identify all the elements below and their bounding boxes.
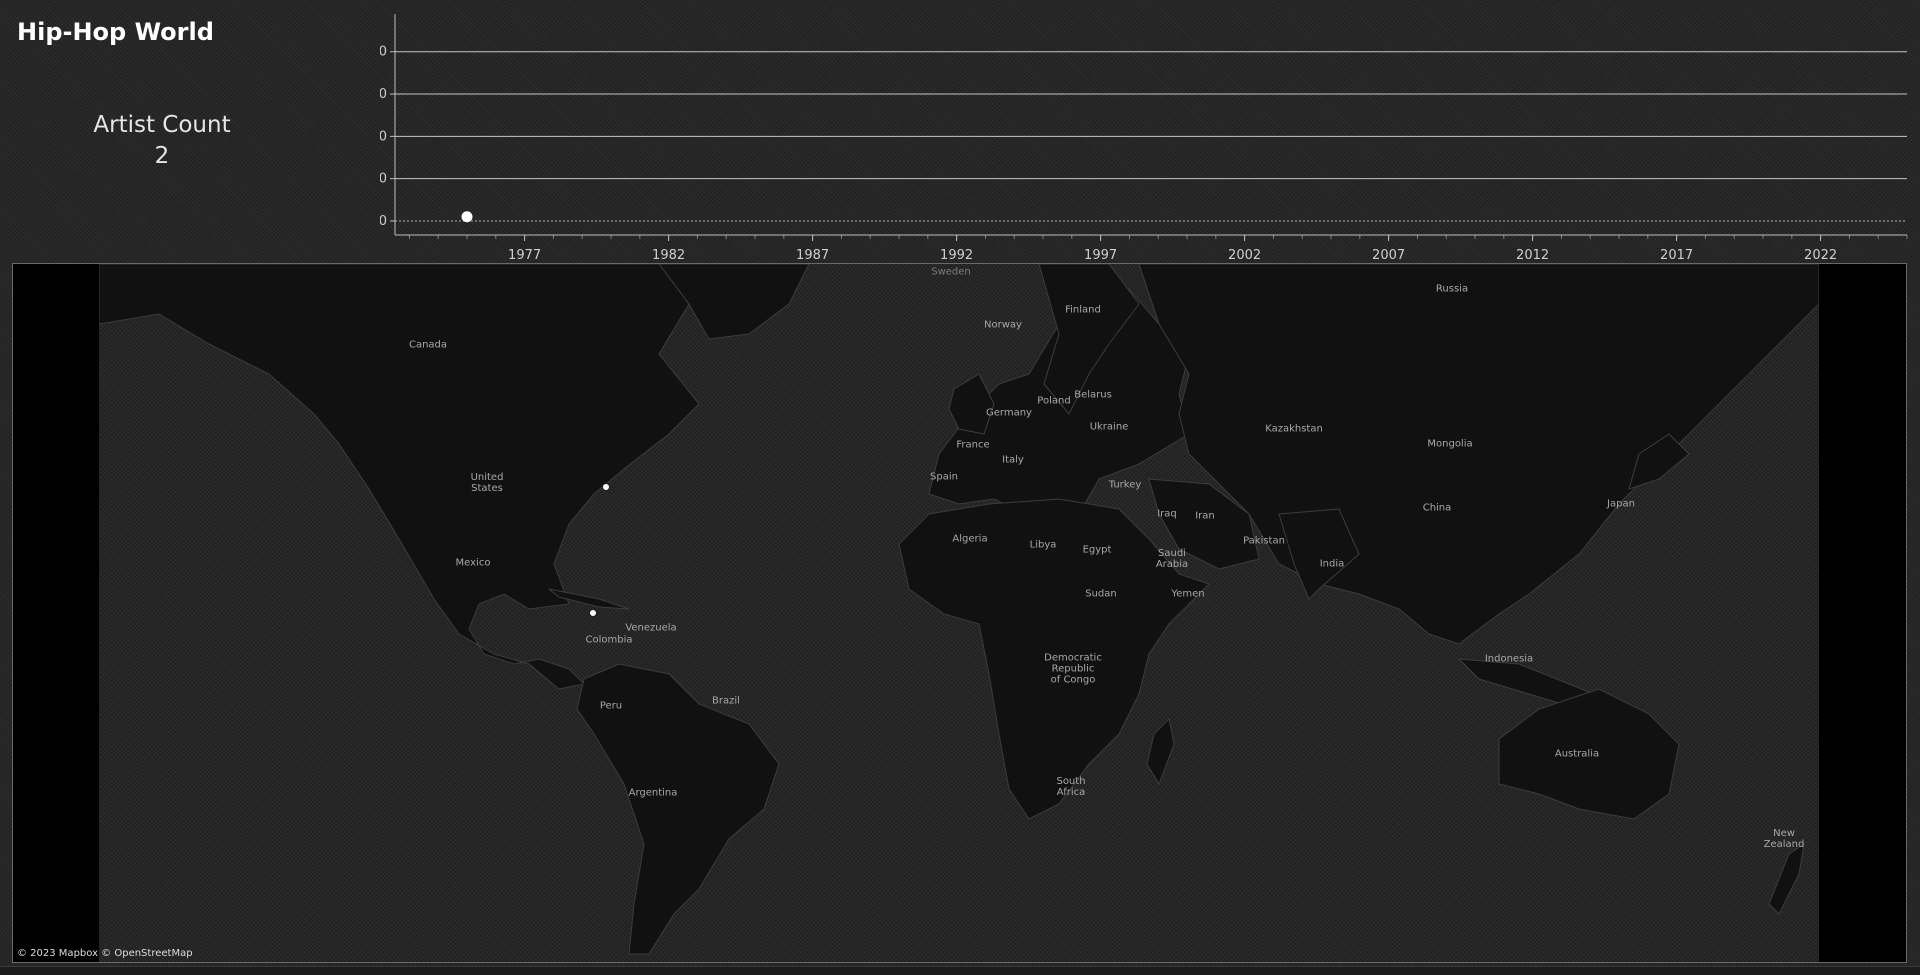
map-attribution[interactable]: © 2023 Mapbox © OpenStreetMap <box>17 948 193 959</box>
x-tick-label: 2012 <box>1516 248 1549 260</box>
x-tick-label: 1992 <box>940 248 973 260</box>
label-finland: Finland <box>1065 304 1101 316</box>
label-iraq: Iraq <box>1157 508 1177 520</box>
label-australia: Australia <box>1554 748 1600 760</box>
x-tick-label: 1982 <box>652 248 685 260</box>
label-mexico: Mexico <box>455 557 491 569</box>
land-south-america <box>576 663 780 955</box>
label-sudan: Sudan <box>1085 588 1117 600</box>
artist-count-value: 2 <box>154 143 170 169</box>
label-egypt: Egypt <box>1082 544 1112 556</box>
label-france: France <box>956 439 990 451</box>
label-indonesia: Indonesia <box>1484 653 1534 665</box>
label-pakistan: Pakistan <box>1243 535 1285 547</box>
label-kazakhstan: Kazakhstan <box>1265 423 1323 435</box>
label-turkey: Turkey <box>1108 479 1142 491</box>
y-tick-label: 60 <box>380 87 387 102</box>
y-tick-label: 0 <box>380 214 387 229</box>
world-landmass <box>98 264 1820 955</box>
land-madagascar <box>1146 717 1175 786</box>
label-sweden: Sweden <box>931 266 971 278</box>
y-tick-label: 20 <box>380 172 387 187</box>
label-argentina: Argentina <box>628 787 678 799</box>
label-spain: Spain <box>930 471 958 483</box>
label-india: India <box>1319 558 1345 570</box>
label-poland: Poland <box>1037 395 1071 407</box>
x-tick-label: 2022 <box>1804 248 1837 260</box>
world-map[interactable]: Sweden Finland Norway Russia Canada Pola… <box>12 263 1907 963</box>
label-saudi-arabia: Saudi Arabia <box>1155 548 1189 570</box>
label-belarus: Belarus <box>1074 389 1112 401</box>
data-point[interactable] <box>461 211 473 223</box>
x-tick-label: 1997 <box>1084 248 1117 260</box>
artist-count-kpi: Artist Count 2 <box>60 110 264 172</box>
land-new-zealand <box>1768 842 1805 915</box>
map-canvas[interactable]: Sweden Finland Norway Russia Canada Pola… <box>98 264 1820 962</box>
label-japan: Japan <box>1607 498 1635 510</box>
bottom-bar <box>0 966 1920 975</box>
land-scandinavia <box>1038 264 1140 415</box>
label-yemen: Yemen <box>1171 588 1205 600</box>
label-drc: Democratic Republic of Congo <box>1044 652 1102 686</box>
label-united-states: United States <box>470 472 504 494</box>
x-tick-label: 2007 <box>1372 248 1405 260</box>
land-arabia <box>1148 478 1260 570</box>
label-canada: Canada <box>408 339 448 351</box>
label-iran: Iran <box>1195 510 1215 522</box>
label-venezuela: Venezuela <box>625 622 677 634</box>
artist-location-marker[interactable] <box>602 483 610 491</box>
x-tick-label: 1987 <box>796 248 829 260</box>
label-china: China <box>1422 502 1452 514</box>
land-north-america <box>98 264 700 690</box>
label-new-zealand: New Zealand <box>1763 828 1805 850</box>
artist-count-label: Artist Count <box>93 112 231 138</box>
land-india <box>1278 508 1360 600</box>
label-colombia: Colombia <box>585 634 633 646</box>
x-tick-label: 2002 <box>1228 248 1261 260</box>
label-norway: Norway <box>984 319 1022 331</box>
land-australia <box>1498 688 1680 820</box>
timeline-chart[interactable]: 0 20 40 60 80 1977 1982 1987 1992 1997 2002 2007 201… <box>380 8 1910 260</box>
artist-location-marker[interactable] <box>589 609 597 617</box>
label-brazil: Brazil <box>712 695 740 707</box>
dashboard-title: Hip-Hop World <box>17 18 214 46</box>
land-cuba <box>548 588 630 610</box>
label-algeria: Algeria <box>952 533 988 545</box>
y-tick-label: 40 <box>380 129 387 144</box>
land-japan <box>1628 433 1690 490</box>
label-germany: Germany <box>986 407 1032 419</box>
label-south-africa: South Africa <box>1056 776 1086 798</box>
y-tick-label: 80 <box>380 45 387 60</box>
label-peru: Peru <box>599 700 623 712</box>
label-italy: Italy <box>1002 454 1024 466</box>
land-asia <box>1138 264 1820 645</box>
label-russia: Russia <box>1435 283 1469 295</box>
land-uk <box>948 373 995 435</box>
label-ukraine: Ukraine <box>1089 421 1129 433</box>
x-tick-label: 1977 <box>508 248 541 260</box>
land-africa <box>898 498 1210 820</box>
x-tick-label: 2017 <box>1660 248 1693 260</box>
label-mongolia: Mongolia <box>1427 438 1473 450</box>
label-libya: Libya <box>1029 539 1057 551</box>
